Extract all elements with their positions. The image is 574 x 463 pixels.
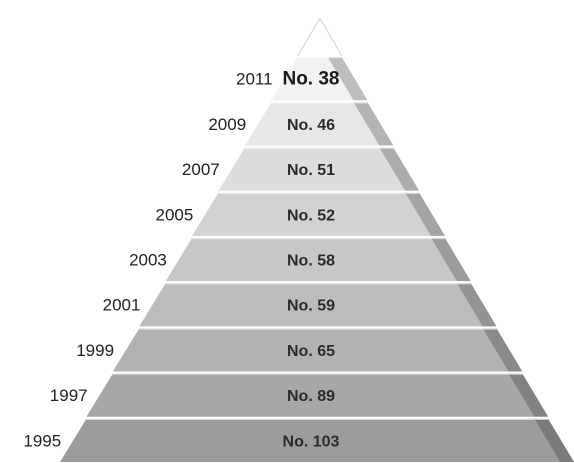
year-label-1997: 1997 xyxy=(50,386,88,405)
pyramid-band-side-2005 xyxy=(405,192,445,236)
rank-label-2003: No. 58 xyxy=(287,253,335,270)
pyramid-band-2009 xyxy=(244,102,380,146)
rank-label-2005: No. 52 xyxy=(287,207,335,224)
pyramid-band-2003 xyxy=(165,237,457,282)
year-label-2001: 2001 xyxy=(103,296,141,315)
rank-label-1999: No. 65 xyxy=(287,343,335,360)
year-label-2009: 2009 xyxy=(208,115,246,134)
rank-label-2009: No. 46 xyxy=(287,117,335,134)
pyramid-band-side-1997 xyxy=(508,373,549,417)
year-label-2003: 2003 xyxy=(129,251,167,270)
year-label-2005: 2005 xyxy=(155,205,193,224)
year-label-2011: 2011 xyxy=(236,70,273,89)
pyramid-band-side-2009 xyxy=(353,102,394,146)
pyramid-band-side-2001 xyxy=(456,283,497,327)
pyramid-apex-lines xyxy=(297,17,343,57)
pyramid-band-side-1995 xyxy=(534,418,574,462)
pyramid-band-side-1999 xyxy=(482,328,523,372)
rank-label-2011: No. 38 xyxy=(282,69,339,90)
year-label-1999: 1999 xyxy=(76,341,114,360)
pyramid-band-2001 xyxy=(139,283,483,327)
pyramid-band-2011 xyxy=(271,57,354,101)
pyramid-band-1995 xyxy=(60,418,560,462)
year-label-2007: 2007 xyxy=(182,160,220,179)
rank-label-2007: No. 51 xyxy=(287,162,335,179)
pyramid-band-side-2003 xyxy=(430,237,471,282)
year-label-1995: 1995 xyxy=(23,431,61,450)
pyramid-band-side-2011 xyxy=(327,57,368,101)
pyramid-band-2005 xyxy=(192,192,431,236)
rank-label-1997: No. 89 xyxy=(287,388,335,405)
rank-label-2001: No. 59 xyxy=(287,298,335,315)
pyramid-band-1999 xyxy=(112,328,509,372)
pyramid-band-2007 xyxy=(218,147,406,191)
pyramid-band-side-2007 xyxy=(379,147,420,191)
rank-label-1995: No. 103 xyxy=(283,433,340,450)
pyramid-band-1997 xyxy=(86,373,535,417)
